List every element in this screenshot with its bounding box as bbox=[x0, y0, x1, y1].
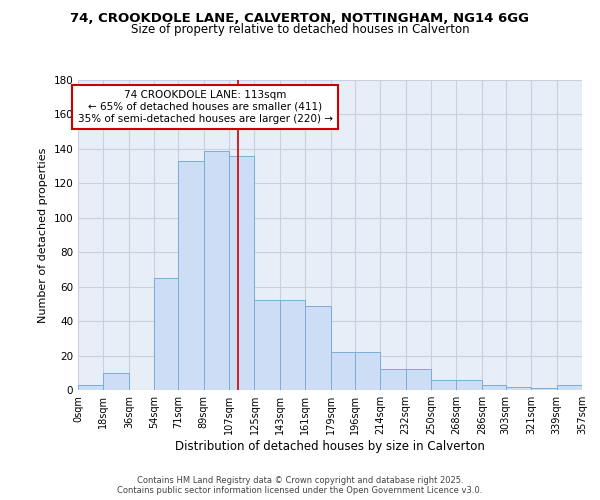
Bar bbox=[406, 370, 431, 390]
Bar bbox=[203, 150, 229, 390]
Bar bbox=[457, 380, 482, 390]
Bar bbox=[531, 388, 557, 390]
Bar bbox=[103, 373, 129, 390]
Bar bbox=[78, 385, 103, 390]
Text: 74 CROOKDOLE LANE: 113sqm
← 65% of detached houses are smaller (411)
35% of semi: 74 CROOKDOLE LANE: 113sqm ← 65% of detac… bbox=[77, 90, 332, 124]
Y-axis label: Number of detached properties: Number of detached properties bbox=[38, 148, 48, 322]
Text: Contains HM Land Registry data © Crown copyright and database right 2025.
Contai: Contains HM Land Registry data © Crown c… bbox=[118, 476, 482, 495]
X-axis label: Distribution of detached houses by size in Calverton: Distribution of detached houses by size … bbox=[175, 440, 485, 453]
Bar bbox=[305, 306, 331, 390]
Bar bbox=[482, 385, 506, 390]
Bar bbox=[154, 278, 178, 390]
Bar bbox=[280, 300, 305, 390]
Bar bbox=[431, 380, 457, 390]
Text: 74, CROOKDOLE LANE, CALVERTON, NOTTINGHAM, NG14 6GG: 74, CROOKDOLE LANE, CALVERTON, NOTTINGHA… bbox=[71, 12, 530, 26]
Bar bbox=[506, 386, 531, 390]
Bar bbox=[557, 385, 582, 390]
Bar bbox=[254, 300, 280, 390]
Bar bbox=[178, 161, 203, 390]
Bar bbox=[229, 156, 254, 390]
Bar bbox=[355, 352, 380, 390]
Bar bbox=[331, 352, 355, 390]
Bar bbox=[380, 370, 406, 390]
Text: Size of property relative to detached houses in Calverton: Size of property relative to detached ho… bbox=[131, 22, 469, 36]
